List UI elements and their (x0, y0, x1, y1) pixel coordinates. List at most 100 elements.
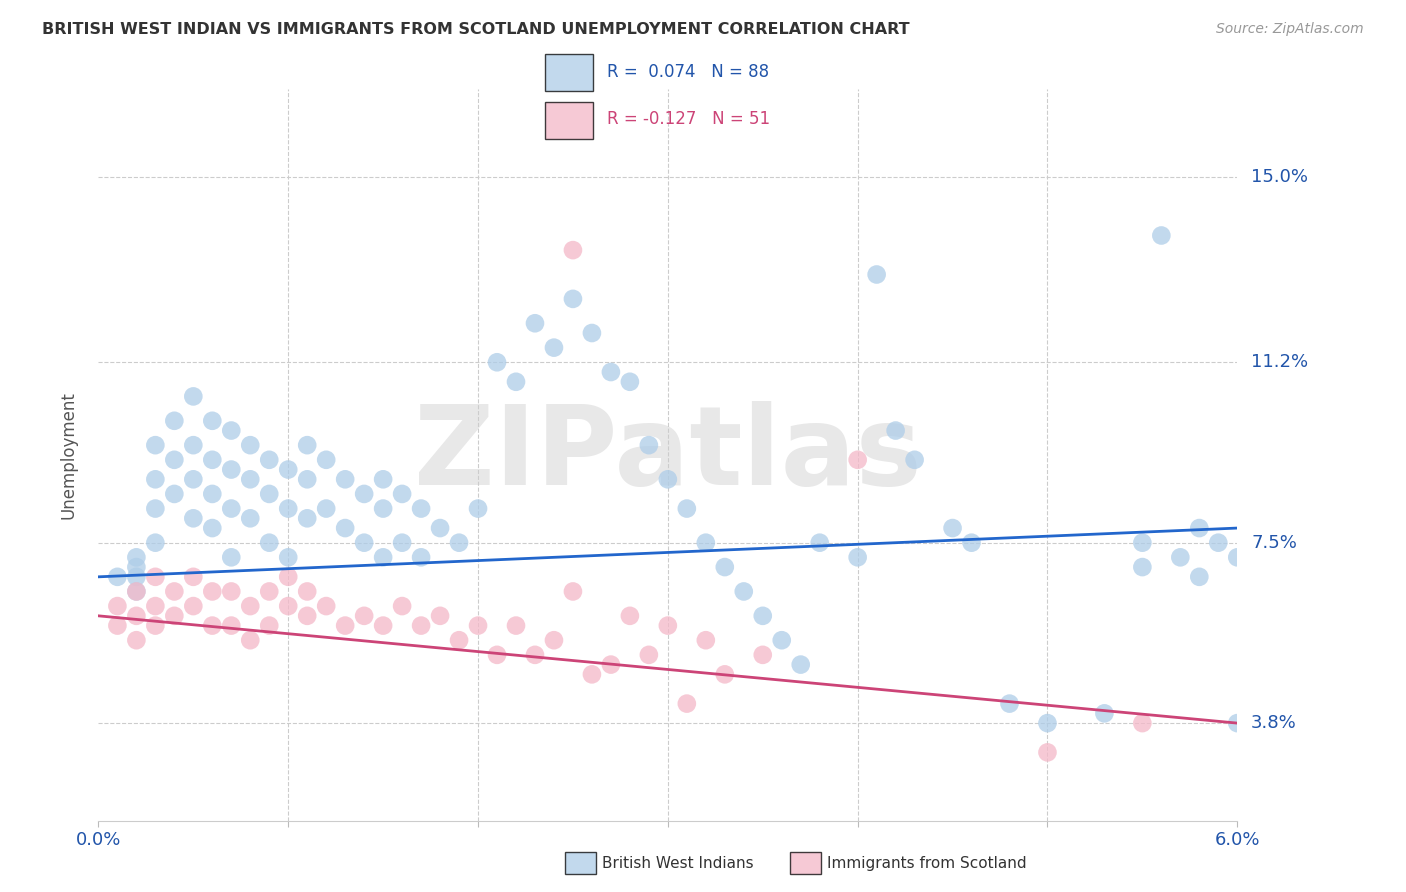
Point (125, 584, 148, 599)
Point (638, 438, 661, 452)
Point (315, 501, 337, 516)
Point (259, 487, 281, 501)
Point (638, 648, 661, 662)
Point (449, 633, 471, 648)
Point (619, 608, 641, 623)
Point (239, 599, 262, 613)
Point (770, 633, 793, 648)
Y-axis label: Unemployment: Unemployment (59, 391, 77, 519)
Text: ZIPatlas: ZIPatlas (413, 401, 922, 508)
Point (391, 535, 413, 549)
Point (1036, 745, 1059, 759)
Point (353, 608, 375, 623)
Point (239, 472, 262, 486)
Point (371, 472, 394, 486)
Point (353, 487, 375, 501)
Text: 3.8%: 3.8% (1251, 714, 1296, 732)
Point (221, 584, 243, 599)
Point (239, 511, 262, 525)
Point (163, 487, 186, 501)
Point (277, 462, 299, 476)
Point (259, 452, 281, 467)
Point (657, 472, 679, 486)
Point (163, 452, 186, 467)
Point (866, 268, 889, 282)
Point (486, 648, 509, 662)
Point (183, 599, 205, 613)
Point (1226, 716, 1249, 731)
Text: British West Indians: British West Indians (602, 856, 754, 871)
Point (297, 584, 319, 599)
Point (411, 550, 433, 565)
Point (846, 550, 869, 565)
Point (714, 667, 737, 681)
Point (543, 633, 565, 648)
Point (1132, 560, 1154, 574)
Point (600, 365, 623, 379)
Point (145, 501, 167, 516)
Point (486, 355, 509, 369)
Point (221, 501, 243, 516)
Text: R =  0.074   N = 88: R = 0.074 N = 88 (607, 63, 769, 81)
Point (562, 243, 585, 257)
Point (163, 414, 186, 428)
FancyBboxPatch shape (546, 54, 593, 91)
Text: Source: ZipAtlas.com: Source: ZipAtlas.com (1216, 22, 1364, 37)
Point (259, 618, 281, 632)
Point (183, 570, 205, 584)
Point (335, 618, 357, 632)
Point (125, 550, 148, 565)
Point (1036, 716, 1059, 731)
Point (145, 535, 167, 549)
Point (676, 697, 699, 711)
Point (733, 584, 755, 599)
Point (221, 618, 243, 632)
Text: Immigrants from Scotland: Immigrants from Scotland (827, 856, 1026, 871)
Point (581, 667, 603, 681)
Point (524, 316, 547, 330)
Point (239, 633, 262, 648)
Point (619, 375, 641, 389)
Point (239, 438, 262, 452)
Point (998, 697, 1021, 711)
Point (335, 521, 357, 535)
Point (277, 550, 299, 565)
Point (752, 648, 775, 662)
Point (125, 560, 148, 574)
Point (695, 633, 717, 648)
Text: 7.5%: 7.5% (1251, 533, 1298, 551)
Point (1188, 570, 1211, 584)
Point (163, 608, 186, 623)
Point (201, 414, 224, 428)
Point (145, 599, 167, 613)
Point (1208, 535, 1230, 549)
Point (259, 584, 281, 599)
Point (125, 608, 148, 623)
Point (391, 487, 413, 501)
Point (467, 618, 489, 632)
Point (145, 570, 167, 584)
Point (1226, 550, 1249, 565)
FancyBboxPatch shape (546, 102, 593, 139)
Point (1132, 716, 1154, 731)
Point (125, 584, 148, 599)
Point (201, 618, 224, 632)
Point (846, 452, 869, 467)
Point (714, 560, 737, 574)
Point (277, 501, 299, 516)
Point (600, 657, 623, 672)
Point (125, 570, 148, 584)
Point (221, 424, 243, 438)
Text: R = -0.127   N = 51: R = -0.127 N = 51 (607, 111, 770, 128)
Point (371, 501, 394, 516)
Point (297, 472, 319, 486)
Point (562, 292, 585, 306)
Text: BRITISH WEST INDIAN VS IMMIGRANTS FROM SCOTLAND UNEMPLOYMENT CORRELATION CHART: BRITISH WEST INDIAN VS IMMIGRANTS FROM S… (42, 22, 910, 37)
Point (391, 599, 413, 613)
Point (411, 618, 433, 632)
Point (581, 326, 603, 340)
Point (315, 452, 337, 467)
Point (145, 438, 167, 452)
Point (449, 535, 471, 549)
Point (297, 608, 319, 623)
